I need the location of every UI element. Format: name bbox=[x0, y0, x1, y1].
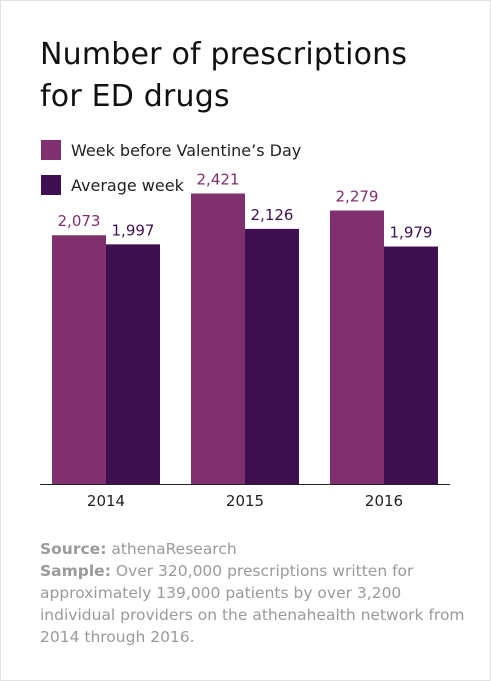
title-line-1: Number of prescriptions bbox=[40, 37, 408, 72]
data-label-average-2016: 1,979 bbox=[390, 224, 433, 242]
chart-notes: Source: athenaResearch Sample: Over 320,… bbox=[40, 538, 470, 648]
data-label-week-before-2016: 2,279 bbox=[336, 188, 379, 206]
data-label-week-before-2015: 2,421 bbox=[197, 170, 240, 188]
legend-label-average: Average week bbox=[71, 175, 184, 195]
bar-week-before-2014 bbox=[52, 235, 106, 484]
x-tick-label-2015: 2015 bbox=[226, 492, 264, 510]
legend-swatch-week-before bbox=[41, 140, 61, 160]
legend-item-average: Average week bbox=[41, 174, 184, 196]
sample-text: Over 320,000 prescriptions written for a… bbox=[40, 562, 465, 646]
title-line-2: for ED drugs bbox=[40, 79, 230, 114]
sample-note: Sample: Over 320,000 prescriptions writt… bbox=[40, 560, 470, 648]
x-tick-label-2016: 2016 bbox=[365, 492, 403, 510]
legend-item-week-before: Week before Valentine’s Day bbox=[41, 139, 301, 161]
source-note: Source: athenaResearch bbox=[40, 538, 470, 560]
data-label-week-before-2014: 2,073 bbox=[58, 212, 101, 230]
sample-label: Sample: bbox=[40, 562, 111, 580]
chart-title: Number of prescriptions for ED drugs bbox=[40, 34, 480, 118]
bar-average-2015 bbox=[245, 228, 299, 484]
source-label: Source: bbox=[40, 540, 107, 558]
bar-week-before-2016 bbox=[330, 210, 384, 484]
legend-label-week-before: Week before Valentine’s Day bbox=[71, 140, 302, 160]
data-label-average-2014: 1,997 bbox=[112, 221, 155, 239]
x-tick-label-2014: 2014 bbox=[87, 492, 125, 510]
bar-average-2014 bbox=[106, 244, 160, 484]
data-label-average-2015: 2,126 bbox=[251, 206, 294, 224]
bar-average-2016 bbox=[384, 246, 438, 484]
bar-week-before-2015 bbox=[191, 193, 245, 485]
legend-swatch-average bbox=[41, 175, 61, 195]
source-text: athenaResearch bbox=[111, 540, 237, 558]
